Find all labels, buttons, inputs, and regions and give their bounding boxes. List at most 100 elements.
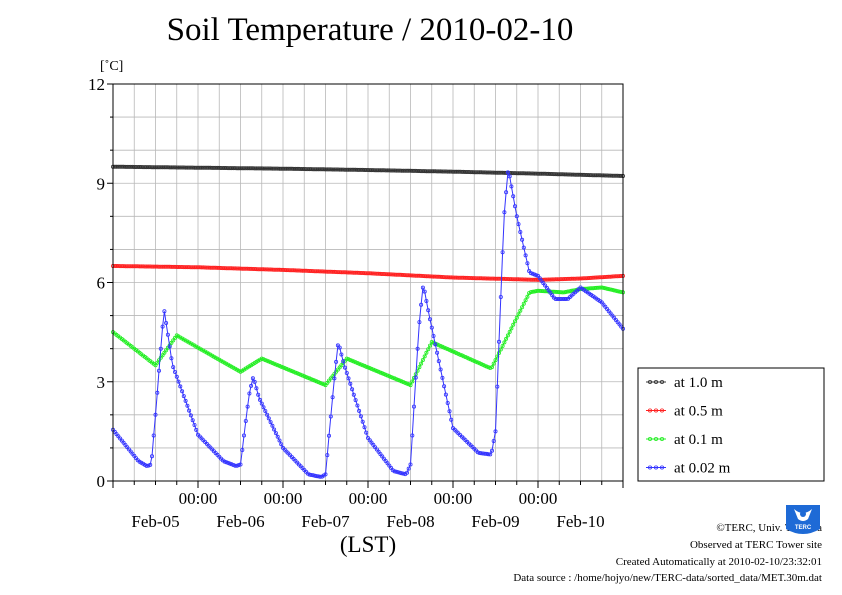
legend-label: at 1.0 m (674, 375, 723, 391)
data-point (559, 172, 564, 177)
data-point (613, 288, 618, 293)
data-point (151, 433, 156, 438)
data-point (415, 346, 420, 351)
data-point (307, 472, 312, 477)
data-point (243, 266, 248, 271)
data-point (424, 298, 429, 303)
data-point (321, 167, 326, 172)
data-point (493, 358, 498, 363)
data-point (404, 470, 409, 475)
data-point (530, 289, 535, 294)
data-point (385, 373, 390, 378)
data-point (601, 173, 606, 178)
data-point (594, 275, 599, 280)
data-point (511, 194, 516, 199)
created-text: Created Automatically at 2010-02-10/23:3… (615, 556, 822, 568)
data-point (601, 275, 606, 280)
data-point (321, 269, 326, 274)
data-point (224, 460, 229, 465)
data-point (601, 285, 606, 290)
data-point (178, 384, 183, 389)
data-point (229, 266, 234, 271)
data-point (192, 422, 197, 427)
data-point (449, 417, 454, 422)
data-point (316, 474, 321, 479)
data-point (486, 170, 491, 175)
data-point (158, 264, 163, 269)
data-point (350, 387, 355, 392)
data-point (236, 166, 241, 171)
data-point (394, 272, 399, 277)
data-point (332, 376, 337, 381)
data-point (422, 289, 427, 294)
data-point (606, 274, 611, 279)
data-point (158, 355, 163, 360)
data-point (528, 290, 533, 295)
data-point (334, 359, 339, 364)
data-point (339, 352, 344, 357)
data-point (188, 265, 193, 270)
data-point (528, 277, 533, 282)
data-point (443, 392, 448, 397)
x-date-label: Feb-07 (301, 512, 350, 531)
data-point (245, 404, 250, 409)
data-point (151, 264, 156, 269)
data-point (326, 433, 331, 438)
data-point (429, 325, 434, 330)
legend-swatch-marker (654, 465, 659, 470)
data-point (346, 376, 351, 381)
data-point (241, 266, 246, 271)
data-point (486, 365, 491, 370)
data-point (417, 365, 422, 370)
series-at-0-1-m (111, 285, 626, 388)
data-point (525, 261, 530, 266)
data-point (443, 275, 448, 280)
data-point (562, 290, 567, 295)
data-point (442, 384, 447, 389)
data-point (270, 423, 275, 428)
data-point (256, 392, 261, 397)
data-point (511, 171, 516, 176)
data-point (213, 165, 218, 170)
data-point (181, 394, 186, 399)
data-point (172, 335, 177, 340)
data-point (314, 269, 319, 274)
data-point (431, 274, 436, 279)
data-point (371, 168, 376, 173)
data-point (417, 320, 422, 325)
data-point (371, 271, 376, 276)
data-point (507, 174, 512, 179)
data-point (355, 403, 360, 408)
data-point (188, 413, 193, 418)
data-point (263, 408, 268, 413)
data-point (358, 270, 363, 275)
data-point (171, 165, 176, 170)
data-point (403, 380, 408, 385)
data-point (447, 409, 452, 414)
data-point (280, 365, 285, 370)
data-point (489, 448, 494, 453)
data-point (169, 356, 174, 361)
data-point (279, 442, 284, 447)
data-point (396, 377, 401, 382)
data-point (353, 360, 358, 365)
x-date-label: Feb-10 (556, 512, 604, 531)
data-point (567, 289, 572, 294)
data-point (341, 167, 346, 172)
data-point (613, 173, 618, 178)
data-point (473, 170, 478, 175)
data-point (376, 271, 381, 276)
data-point (569, 172, 574, 177)
data-point (449, 169, 454, 174)
data-point (279, 364, 284, 369)
data-point (427, 317, 432, 322)
data-point (133, 264, 138, 269)
legend-swatch-marker (660, 436, 665, 441)
data-point (491, 276, 496, 281)
data-point (268, 420, 273, 425)
data-point (211, 265, 216, 270)
data-point (156, 165, 161, 170)
legend-swatch-marker (648, 465, 653, 470)
data-point (187, 265, 192, 270)
data-point (435, 350, 440, 355)
